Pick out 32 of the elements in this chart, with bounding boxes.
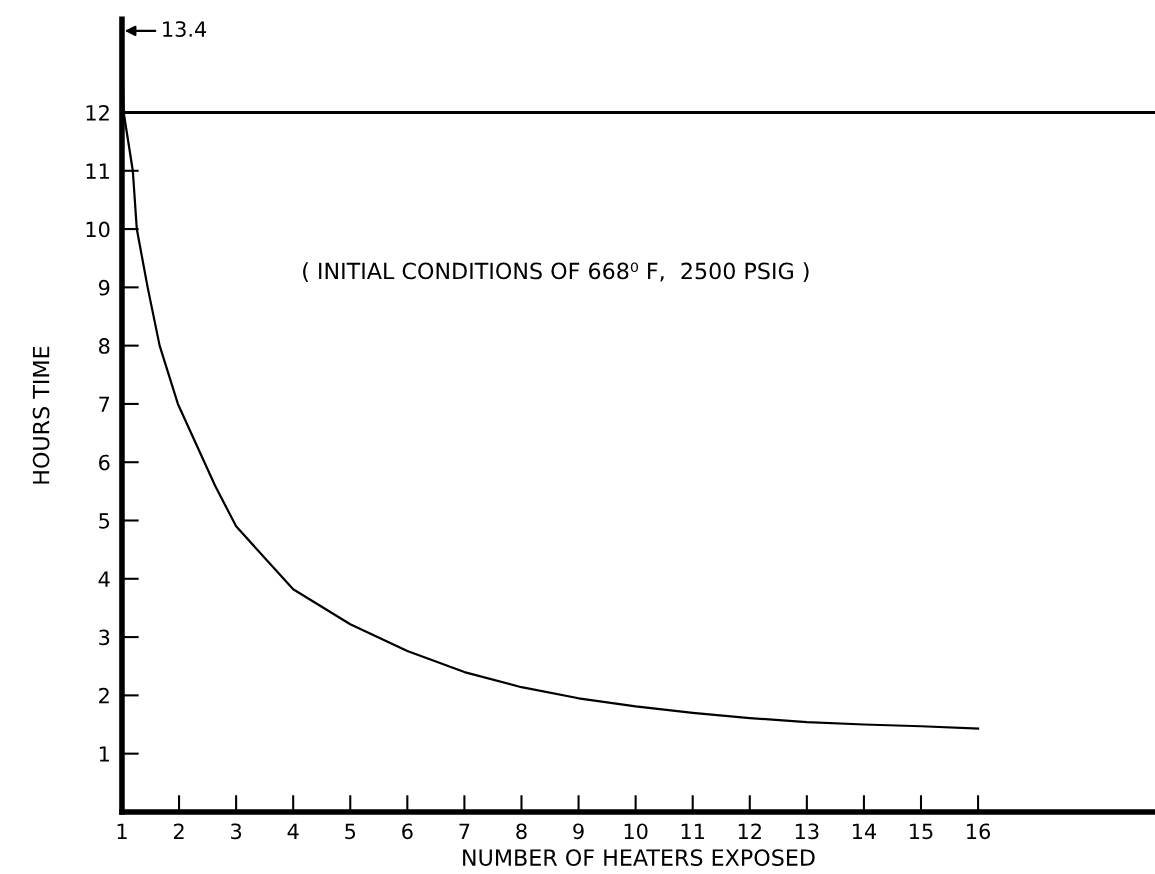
annotation: ( INITIAL CONDITIONS OF 668⁰ F, 2500 PSIG ) <box>303 262 809 282</box>
x-tick-label: 10 <box>624 823 648 840</box>
x-tick-label: 11 <box>681 823 705 839</box>
y-tick-label: 1 <box>99 746 109 762</box>
y-tick-label: 10 <box>86 221 110 238</box>
y-tick-label: 11 <box>86 163 109 179</box>
x-tick-label: 14 <box>852 823 877 839</box>
y-tick-label: 12 <box>86 104 109 121</box>
x-tick-label: 5 <box>345 823 356 840</box>
x-tick-label: 16 <box>967 823 991 840</box>
x-axis-title: NUMBER OF HEATERS EXPOSED <box>463 849 815 866</box>
y-tick-label: 5 <box>99 513 110 529</box>
annotation: 13.4 <box>163 21 207 37</box>
x-tick-label: 1 <box>117 823 127 839</box>
y-tick-label: 6 <box>99 454 110 471</box>
x-tick-label: 12 <box>738 823 761 839</box>
x-tick-label: 9 <box>573 823 584 840</box>
x-tick-label: 3 <box>231 823 242 840</box>
y-tick-label: 9 <box>98 279 110 296</box>
y-tick-label: 3 <box>99 629 110 646</box>
x-tick-label: 15 <box>910 823 933 840</box>
y-tick-label: 2 <box>99 687 109 704</box>
y-axis-title: HOURS TIME <box>32 346 50 484</box>
x-tick-label: 2 <box>173 823 184 839</box>
x-tick-label: 13 <box>795 823 819 840</box>
x-tick-label: 6 <box>402 823 413 840</box>
y-tick-label: 8 <box>99 338 110 354</box>
x-tick-label: 7 <box>459 823 470 839</box>
y-tick-label: 7 <box>99 396 110 412</box>
x-tick-label: 4 <box>287 823 299 839</box>
x-tick-label: 8 <box>516 823 527 840</box>
y-tick-label: 4 <box>98 571 110 587</box>
